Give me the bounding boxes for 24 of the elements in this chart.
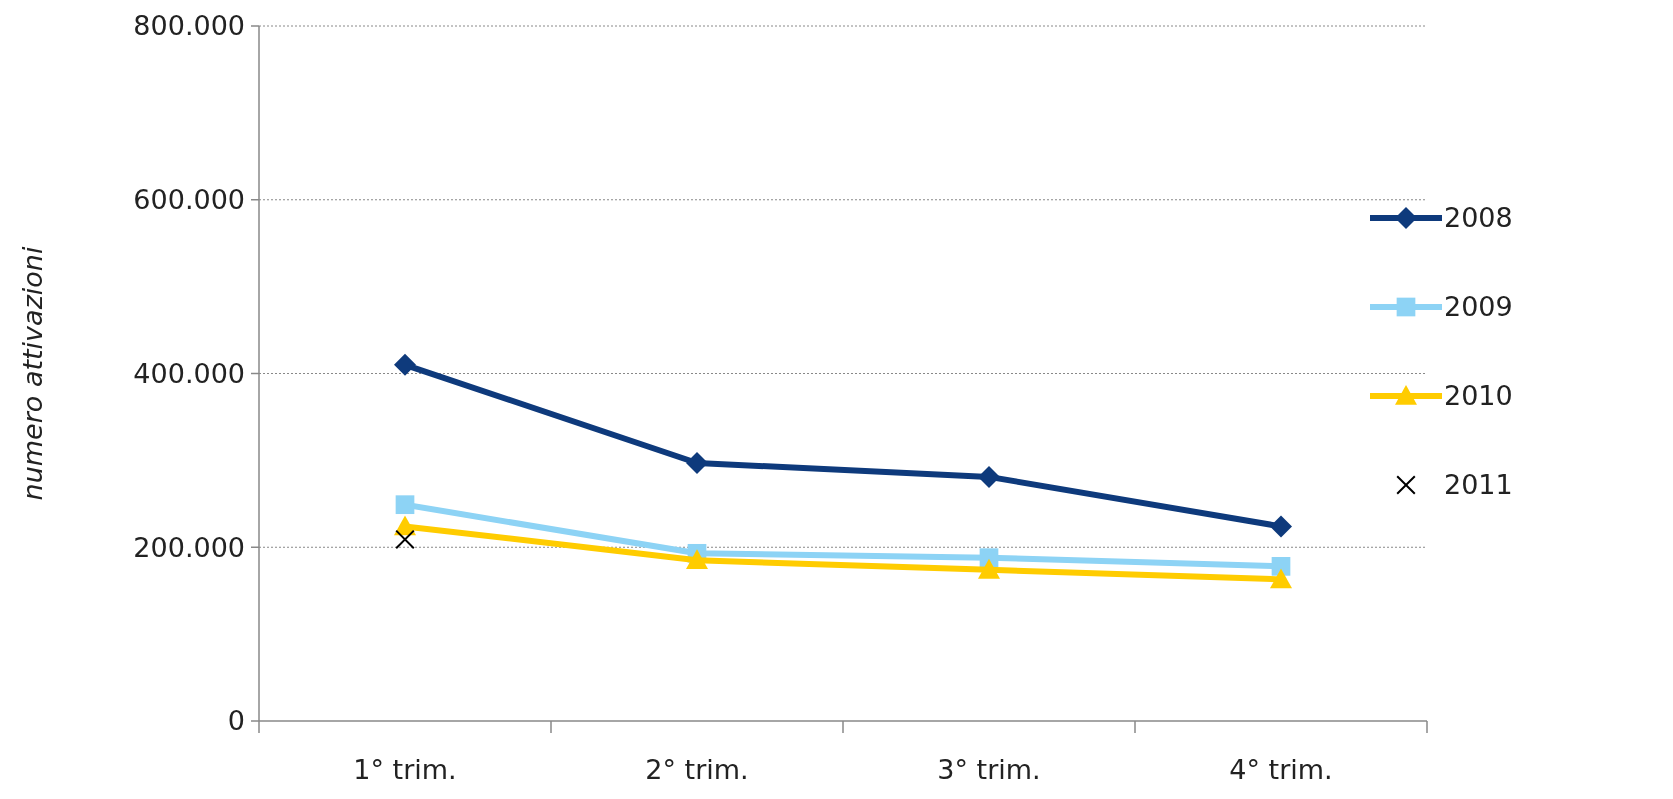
y-tick-label: 200.000 xyxy=(133,531,245,563)
y-tick-label: 400.000 xyxy=(133,357,245,389)
point xyxy=(1270,568,1292,589)
point xyxy=(394,515,416,536)
point xyxy=(978,465,1000,488)
point xyxy=(395,495,415,515)
point xyxy=(395,529,415,550)
point xyxy=(1270,515,1292,538)
point xyxy=(394,353,416,376)
x-tick-label: 2° trim. xyxy=(645,754,749,785)
point xyxy=(686,451,708,474)
point xyxy=(978,558,1000,579)
x-tick-label: 1° trim. xyxy=(353,754,457,785)
legend-label: 2009 xyxy=(1444,291,1513,323)
x-tick-label: 3° trim. xyxy=(937,754,1041,785)
y-axis-title: numero attivazioni xyxy=(17,246,48,501)
y-tick-label: 800.000 xyxy=(133,10,245,42)
x-tick-label: 4° trim. xyxy=(1229,754,1333,785)
y-tick-label: 600.000 xyxy=(133,184,245,216)
y-tick-label: 0 xyxy=(227,705,245,737)
legend-label: 2011 xyxy=(1444,469,1513,501)
point xyxy=(686,549,708,570)
legend-label: 2010 xyxy=(1444,380,1513,412)
legend-label: 2008 xyxy=(1444,202,1513,234)
